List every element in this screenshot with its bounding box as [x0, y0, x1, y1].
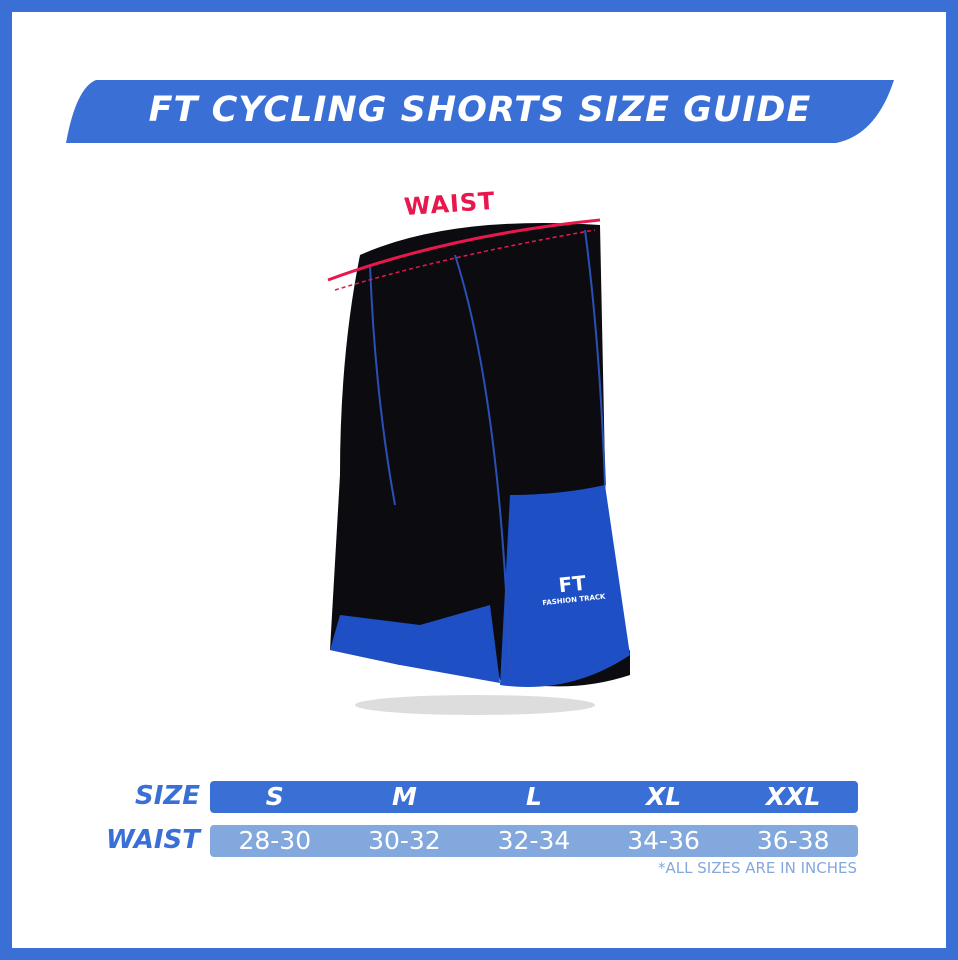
title-banner: FT CYCLING SHORTS SIZE GUIDE: [66, 80, 894, 143]
waist-cell: 32-34: [497, 826, 571, 855]
size-cell: M: [391, 782, 417, 811]
shorts-image: [327, 218, 630, 715]
waist-cell: 28-30: [238, 826, 312, 855]
size-cell: L: [526, 782, 542, 811]
waist-row: 28-30 30-32 32-34 34-36 36-38: [210, 825, 858, 857]
waist-cell: 36-38: [756, 826, 830, 855]
size-cell: S: [265, 782, 284, 811]
units-note: *ALL SIZES ARE IN INCHES: [658, 859, 857, 877]
size-cell: XXL: [765, 782, 821, 811]
brand-logo: FT FASHION TRACK: [540, 569, 606, 608]
size-row-label: SIZE: [134, 781, 200, 811]
waist-cell: 30-32: [368, 826, 441, 855]
size-cell: XL: [645, 782, 682, 811]
page-title: FT CYCLING SHORTS SIZE GUIDE: [148, 90, 812, 130]
size-row: S M L XL XXL: [210, 781, 858, 813]
waist-cell: 34-36: [627, 826, 700, 855]
shadow: [355, 695, 595, 715]
waist-row-label: WAIST: [105, 825, 200, 855]
